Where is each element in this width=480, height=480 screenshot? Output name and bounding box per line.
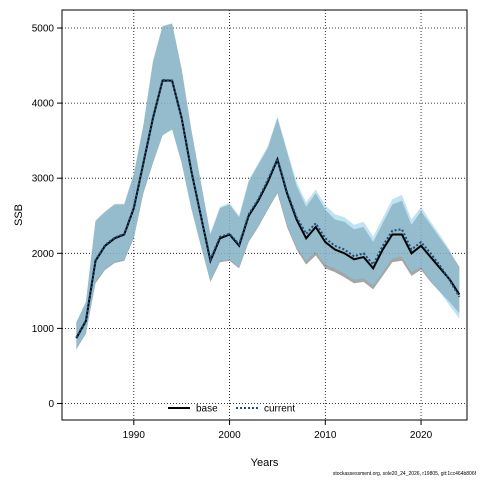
plot-frame — [61, 9, 468, 421]
confidence-bands — [76, 23, 460, 350]
x-axis: 1990 2000 2010 2020 — [123, 420, 433, 441]
series-lines — [75, 78, 461, 339]
y-axis-label: SSB — [13, 204, 25, 226]
y-tick-label-2000: 2000 — [32, 249, 55, 260]
y-tick-label-1000: 1000 — [32, 324, 55, 335]
x-tick-label-1990: 1990 — [123, 430, 146, 441]
y-tick-label-5000: 5000 — [32, 24, 55, 35]
x-axis-label: Years — [251, 457, 279, 469]
y-tick-label-0: 0 — [48, 399, 54, 410]
y-tick-label-4000: 4000 — [32, 99, 55, 110]
legend: base current — [168, 404, 295, 415]
band-current — [76, 23, 460, 349]
x-tick-label-2020: 2020 — [410, 430, 433, 441]
legend-label-base: base — [196, 404, 218, 415]
legend-label-current: current — [264, 404, 295, 415]
footer-credit: stockassessment.org, sole20_24_2026, r19… — [332, 471, 476, 477]
y-axis: 0 1000 2000 3000 4000 5000 — [32, 24, 62, 410]
line-current — [75, 78, 461, 338]
y-tick-label-3000: 3000 — [32, 174, 55, 185]
x-tick-label-2010: 2010 — [314, 430, 337, 441]
x-tick-label-2000: 2000 — [218, 430, 241, 441]
